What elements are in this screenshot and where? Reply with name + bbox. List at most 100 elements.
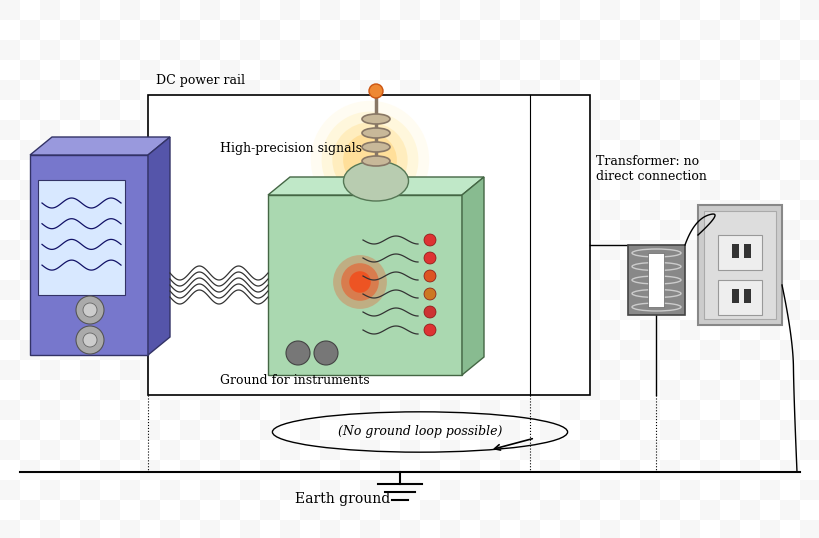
Bar [659,60,679,80]
Bar [360,160,379,180]
Bar [219,460,240,480]
Bar [80,40,100,60]
Bar [360,360,379,380]
Bar [120,440,140,460]
Bar [699,500,719,520]
Bar [540,300,559,320]
Bar [500,60,519,80]
Bar [699,380,719,400]
Bar [20,260,40,280]
Bar [619,140,639,160]
Bar [479,280,500,300]
Bar [180,100,200,120]
Bar [659,420,679,440]
Bar [80,440,100,460]
Bar [0,480,20,500]
Bar [140,300,160,320]
Bar [459,20,479,40]
Bar [540,500,559,520]
Bar [500,300,519,320]
Bar [459,100,479,120]
Bar [200,320,219,340]
Text: (No ground loop possible): (No ground loop possible) [337,426,501,438]
Bar [440,520,459,538]
Bar [540,140,559,160]
Bar [200,520,219,538]
Bar [459,220,479,240]
Bar [639,400,659,420]
Bar [140,420,160,440]
Bar [180,220,200,240]
Bar [759,400,779,420]
Bar [519,240,540,260]
Bar [400,280,419,300]
Bar [500,100,519,120]
Bar [579,140,600,160]
Bar [579,180,600,200]
Bar [379,180,400,200]
Bar [340,180,360,200]
Bar [160,40,180,60]
Bar [659,260,679,280]
Bar [619,260,639,280]
Bar [160,280,180,300]
Bar [479,360,500,380]
Bar [140,20,160,40]
Bar [240,320,260,340]
Bar [400,520,419,538]
Bar [160,120,180,140]
Bar [639,320,659,340]
Bar [559,360,579,380]
Bar [300,500,319,520]
Circle shape [314,341,337,365]
Bar [319,120,340,140]
Bar [719,120,739,140]
Bar [440,400,459,420]
Bar [260,300,279,320]
Bar [659,100,679,120]
Bar [160,520,180,538]
Bar [679,320,699,340]
Bar [440,40,459,60]
Bar [440,240,459,260]
Bar [559,480,579,500]
Bar [60,20,80,40]
Bar [180,460,200,480]
Bar [240,520,260,538]
Bar [120,520,140,538]
Bar [219,420,240,440]
Bar [500,180,519,200]
Bar [679,200,699,220]
Bar [140,60,160,80]
Bar [479,520,500,538]
Bar [500,260,519,280]
Bar [579,60,600,80]
Bar [459,60,479,80]
Bar [759,440,779,460]
Bar [659,20,679,40]
Circle shape [310,101,428,219]
Bar [600,400,619,420]
Bar [639,240,659,260]
Bar [20,220,40,240]
Bar [559,280,579,300]
Bar [579,380,600,400]
Bar [459,180,479,200]
Bar [479,400,500,420]
Bar [479,480,500,500]
Bar [419,260,440,280]
Bar [419,300,440,320]
Bar [100,340,120,360]
Bar [160,80,180,100]
Bar [400,200,419,220]
Bar [100,500,120,520]
Bar [120,320,140,340]
Bar [419,460,440,480]
Bar [180,300,200,320]
Bar [440,280,459,300]
Bar [799,280,819,300]
Bar [699,100,719,120]
Bar [519,200,540,220]
Bar [679,400,699,420]
Bar [719,400,739,420]
